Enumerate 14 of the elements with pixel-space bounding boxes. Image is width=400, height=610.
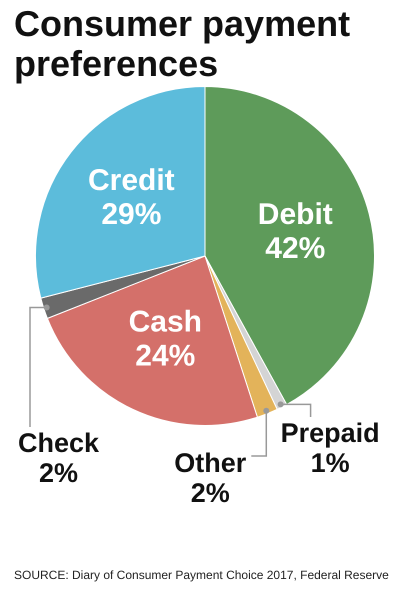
source-note: SOURCE: Diary of Consumer Payment Choice 2017, Federal Reserve [14, 568, 390, 582]
chart-title: Consumer payment preferences [14, 3, 352, 84]
data-label: 1% [310, 448, 350, 478]
slice-label: Debit [258, 198, 333, 232]
slice-label: Other [174, 448, 247, 478]
data-label: 2% [190, 478, 230, 508]
slice-label: Prepaid [280, 418, 380, 448]
data-label: 42% [265, 232, 326, 266]
data-label: 2% [39, 458, 78, 488]
data-label: 29% [101, 198, 162, 232]
slice-label: Cash [128, 306, 202, 339]
slice-label: Check [18, 428, 100, 458]
data-label: 24% [135, 340, 196, 373]
slice-label: Credit [88, 164, 175, 198]
